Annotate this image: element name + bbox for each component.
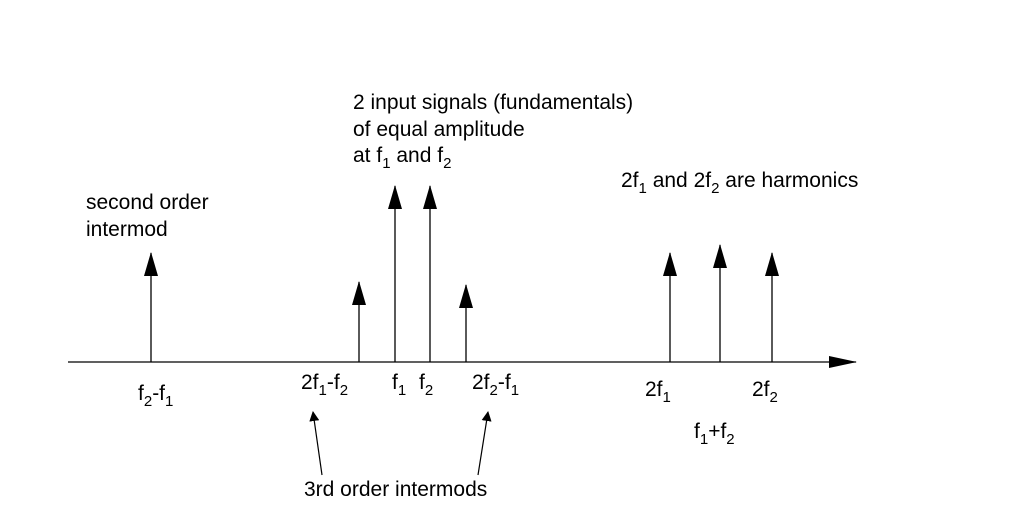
label-f2: f2 <box>419 371 433 399</box>
harmonics-note: 2f1 and 2f2 are harmonics <box>621 169 858 197</box>
label-2f2: 2f2 <box>752 378 778 406</box>
third-order-label: 3rd order intermods <box>304 478 487 501</box>
label-2f1: 2f1 <box>645 378 671 406</box>
label-f1: f1 <box>392 371 406 399</box>
fundamentals-label-line3: at f1 and f2 <box>353 144 451 172</box>
label-2f1-minus-f2: 2f1-f2 <box>301 371 348 399</box>
fundamentals-label-line2: of equal amplitude <box>353 118 525 141</box>
fundamentals-label-line1: 2 input signals (fundamentals) <box>353 91 633 114</box>
second-order-label-line1: second order <box>86 191 209 214</box>
label-f2-minus-f1: f2-f1 <box>138 382 173 410</box>
label-2f2-minus-f1: 2f2-f1 <box>472 371 519 399</box>
label-f1-plus-f2: f1+f2 <box>694 420 735 448</box>
second-order-label-line2: intermod <box>86 218 168 241</box>
pointer-to-2f1-minus-f2 <box>309 411 323 476</box>
pointer-to-2f2-minus-f1 <box>477 411 492 476</box>
